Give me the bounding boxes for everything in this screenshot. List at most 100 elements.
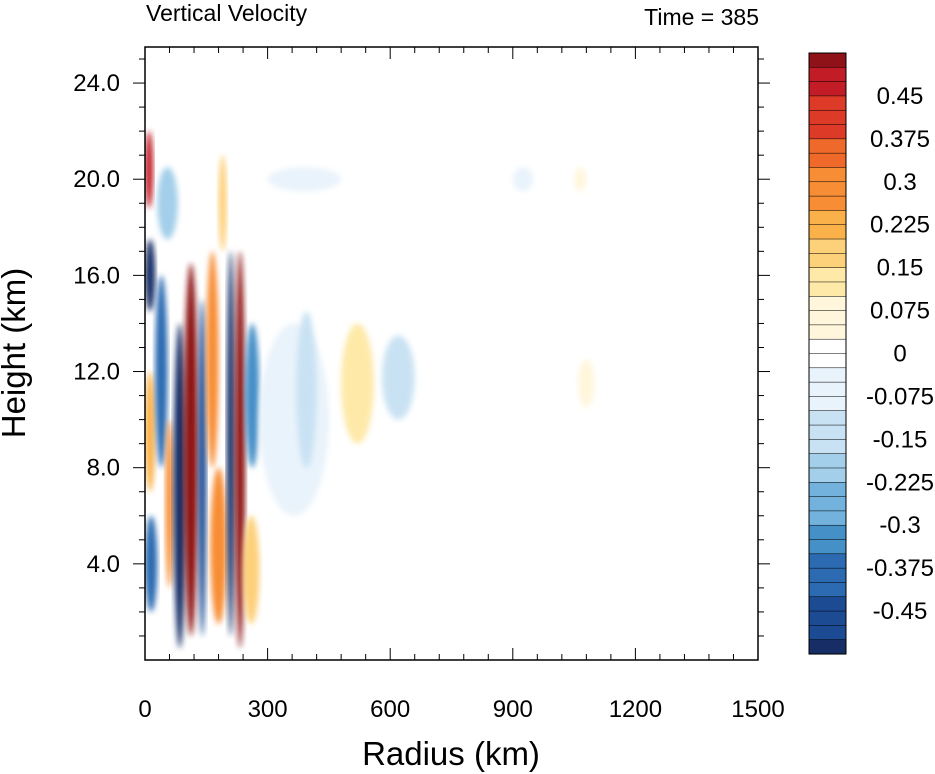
- colorbar-bin: [808, 410, 847, 426]
- y-tick-label: 24.0: [73, 70, 120, 97]
- colorbar-label: -0.075: [866, 383, 934, 410]
- field-cell-18: [296, 311, 317, 468]
- colorbar-frame: [808, 52, 847, 655]
- field-cell-19: [341, 323, 374, 444]
- y-tick-label: 4.0: [87, 551, 120, 578]
- y-tick-label: 20.0: [73, 166, 120, 193]
- colorbar-bin: [808, 138, 847, 154]
- colorbar-bin: [808, 253, 847, 269]
- colorbar-bin: [808, 338, 847, 355]
- colorbar-bin: [808, 310, 847, 326]
- colorbar-bin: [808, 210, 847, 226]
- plot-frame: [144, 46, 759, 661]
- colorbar-bin: [808, 224, 847, 240]
- colorbar-bin: [808, 195, 847, 211]
- field-cell-6: [173, 323, 186, 648]
- y-axis-ticks: 4.0 8.0 12.0 16.0 20.0 24.0: [73, 58, 770, 637]
- x-tick-label: 1200: [609, 696, 662, 723]
- field-cell-9: [206, 251, 219, 468]
- x-axis-ticks: 0 300 600 900 1200 1500: [138, 47, 785, 723]
- colorbar-bin: [808, 567, 847, 584]
- field-cell-7: [183, 263, 199, 636]
- field-cell-10: [210, 467, 227, 624]
- field-cell-24: [267, 167, 342, 192]
- colorbar-bin: [808, 109, 847, 126]
- colorbar-bin: [808, 296, 847, 312]
- colorbar-bin: [808, 553, 847, 569]
- colorbar-label: -0.225: [866, 469, 934, 496]
- colorbar-label: 0.45: [877, 83, 924, 110]
- field-cell-12: [226, 251, 235, 636]
- velocity-field: [145, 131, 595, 648]
- field-cell-15: [243, 515, 260, 624]
- field-cell-17: [259, 323, 329, 516]
- y-tick-label: 8.0: [87, 455, 120, 482]
- colorbar-bin: [808, 510, 847, 526]
- colorbar-bin: [808, 281, 847, 297]
- field-cell-4: [155, 275, 168, 468]
- colorbar-bin: [808, 453, 847, 469]
- field-cell-2: [145, 371, 156, 492]
- colorbar-label: -0.375: [866, 555, 934, 582]
- colorbar-bin: [808, 625, 847, 641]
- field-cell-21: [512, 167, 534, 192]
- field-cell-11: [218, 155, 227, 252]
- colorbar-bin: [808, 267, 847, 283]
- field-cell-20: [382, 335, 415, 420]
- colorbar-label: -0.3: [879, 512, 920, 539]
- colorbar-bin: [808, 381, 847, 397]
- colorbar-label: 0.15: [877, 255, 924, 282]
- field-cell-5: [165, 419, 174, 588]
- colorbar-label: 0.225: [870, 212, 930, 239]
- field-cell-1: [145, 239, 156, 312]
- colorbar-label: 0.3: [883, 169, 916, 196]
- colorbar-bin: [808, 152, 847, 169]
- x-tick-label: 300: [248, 696, 288, 723]
- colorbar-bin: [808, 539, 847, 555]
- colorbar-bin: [808, 396, 847, 412]
- field-cell-22: [574, 167, 587, 192]
- colorbar-bin: [808, 124, 847, 140]
- field-cell-8: [198, 299, 207, 636]
- field-cell-14: [245, 323, 260, 468]
- x-tick-label: 0: [138, 696, 151, 723]
- colorbar-bin: [808, 324, 847, 340]
- x-tick-label: 1500: [731, 696, 784, 723]
- colorbar-bin: [808, 482, 847, 498]
- colorbar-bin: [808, 496, 847, 512]
- x-axis-label: Radius (km): [362, 735, 540, 772]
- colorbar-bin: [808, 582, 847, 598]
- colorbar-label: 0.075: [870, 298, 930, 325]
- x-tick-label: 600: [370, 696, 410, 723]
- colorbar-bin: [808, 52, 847, 68]
- chart-title: Vertical Velocity: [146, 0, 308, 26]
- y-axis-label: Height (km): [0, 268, 32, 439]
- colorbar-label: -0.15: [873, 426, 928, 453]
- colorbar-bin: [808, 467, 847, 483]
- y-tick-label: 16.0: [73, 262, 120, 289]
- x-tick-label: 900: [493, 696, 533, 723]
- colorbar-bin: [808, 610, 847, 626]
- field-cell-16: [157, 167, 178, 240]
- colorbar-bin: [808, 67, 847, 83]
- colorbar-bin: [808, 596, 847, 612]
- colorbar-bin: [808, 95, 847, 111]
- colorbar-bin: [808, 353, 847, 369]
- colorbar-label: -0.45: [873, 598, 928, 625]
- colorbar-bin: [808, 167, 847, 183]
- field-cell-3: [145, 515, 158, 612]
- field-cell-0: [145, 131, 154, 209]
- colorbar-bin: [808, 639, 847, 655]
- colorbar-label: 0.375: [870, 126, 930, 153]
- field-cell-13: [234, 251, 246, 648]
- field-cell-23: [578, 359, 595, 408]
- colorbar-bin: [808, 524, 847, 541]
- colorbar-bin: [808, 81, 847, 97]
- colorbar-bin: [808, 181, 847, 197]
- colorbar-label: 0: [893, 341, 906, 368]
- colorbar-bin: [808, 439, 847, 455]
- colorbar-bin: [808, 367, 847, 383]
- chart-time-label: Time = 385: [644, 4, 759, 30]
- y-tick-label: 12.0: [73, 359, 120, 386]
